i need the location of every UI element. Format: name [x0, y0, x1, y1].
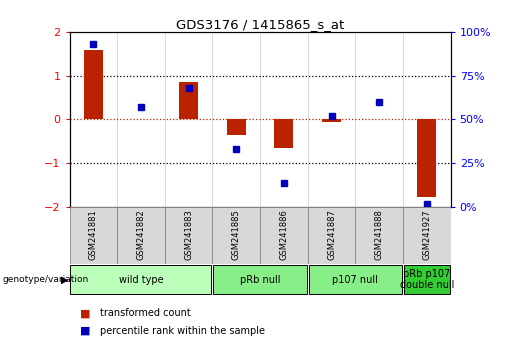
Bar: [71, 265, 212, 294]
Text: p107 null: p107 null: [332, 275, 379, 285]
Bar: [131, 119, 150, 120]
Text: GSM241882: GSM241882: [136, 209, 145, 260]
Bar: [355, 207, 403, 264]
Bar: [70, 207, 117, 264]
Text: wild type: wild type: [118, 275, 163, 285]
Text: GSM241885: GSM241885: [232, 209, 241, 260]
Bar: [227, 120, 246, 135]
Text: ■: ■: [80, 326, 90, 336]
Text: ▶: ▶: [61, 275, 68, 285]
Text: genotype/variation: genotype/variation: [3, 275, 89, 284]
Text: percentile rank within the sample: percentile rank within the sample: [100, 326, 265, 336]
Text: GSM241887: GSM241887: [327, 209, 336, 260]
Bar: [322, 120, 341, 122]
Bar: [307, 207, 355, 264]
Bar: [404, 265, 450, 294]
Bar: [370, 119, 389, 120]
Bar: [84, 50, 103, 120]
Text: GSM241881: GSM241881: [89, 209, 98, 260]
Title: GDS3176 / 1415865_s_at: GDS3176 / 1415865_s_at: [176, 18, 344, 31]
Bar: [274, 120, 294, 148]
Text: GSM241927: GSM241927: [422, 209, 431, 260]
Text: GSM241883: GSM241883: [184, 209, 193, 260]
Bar: [213, 265, 307, 294]
Text: GSM241888: GSM241888: [375, 209, 384, 260]
Text: ■: ■: [80, 308, 90, 318]
Bar: [260, 207, 308, 264]
Text: pRb null: pRb null: [240, 275, 280, 285]
Bar: [417, 120, 436, 198]
Text: transformed count: transformed count: [100, 308, 191, 318]
Bar: [213, 207, 260, 264]
Bar: [165, 207, 212, 264]
Bar: [179, 82, 198, 120]
Bar: [308, 265, 402, 294]
Bar: [117, 207, 165, 264]
Text: pRb p107
double null: pRb p107 double null: [400, 269, 454, 291]
Bar: [403, 207, 451, 264]
Text: GSM241886: GSM241886: [280, 209, 288, 260]
